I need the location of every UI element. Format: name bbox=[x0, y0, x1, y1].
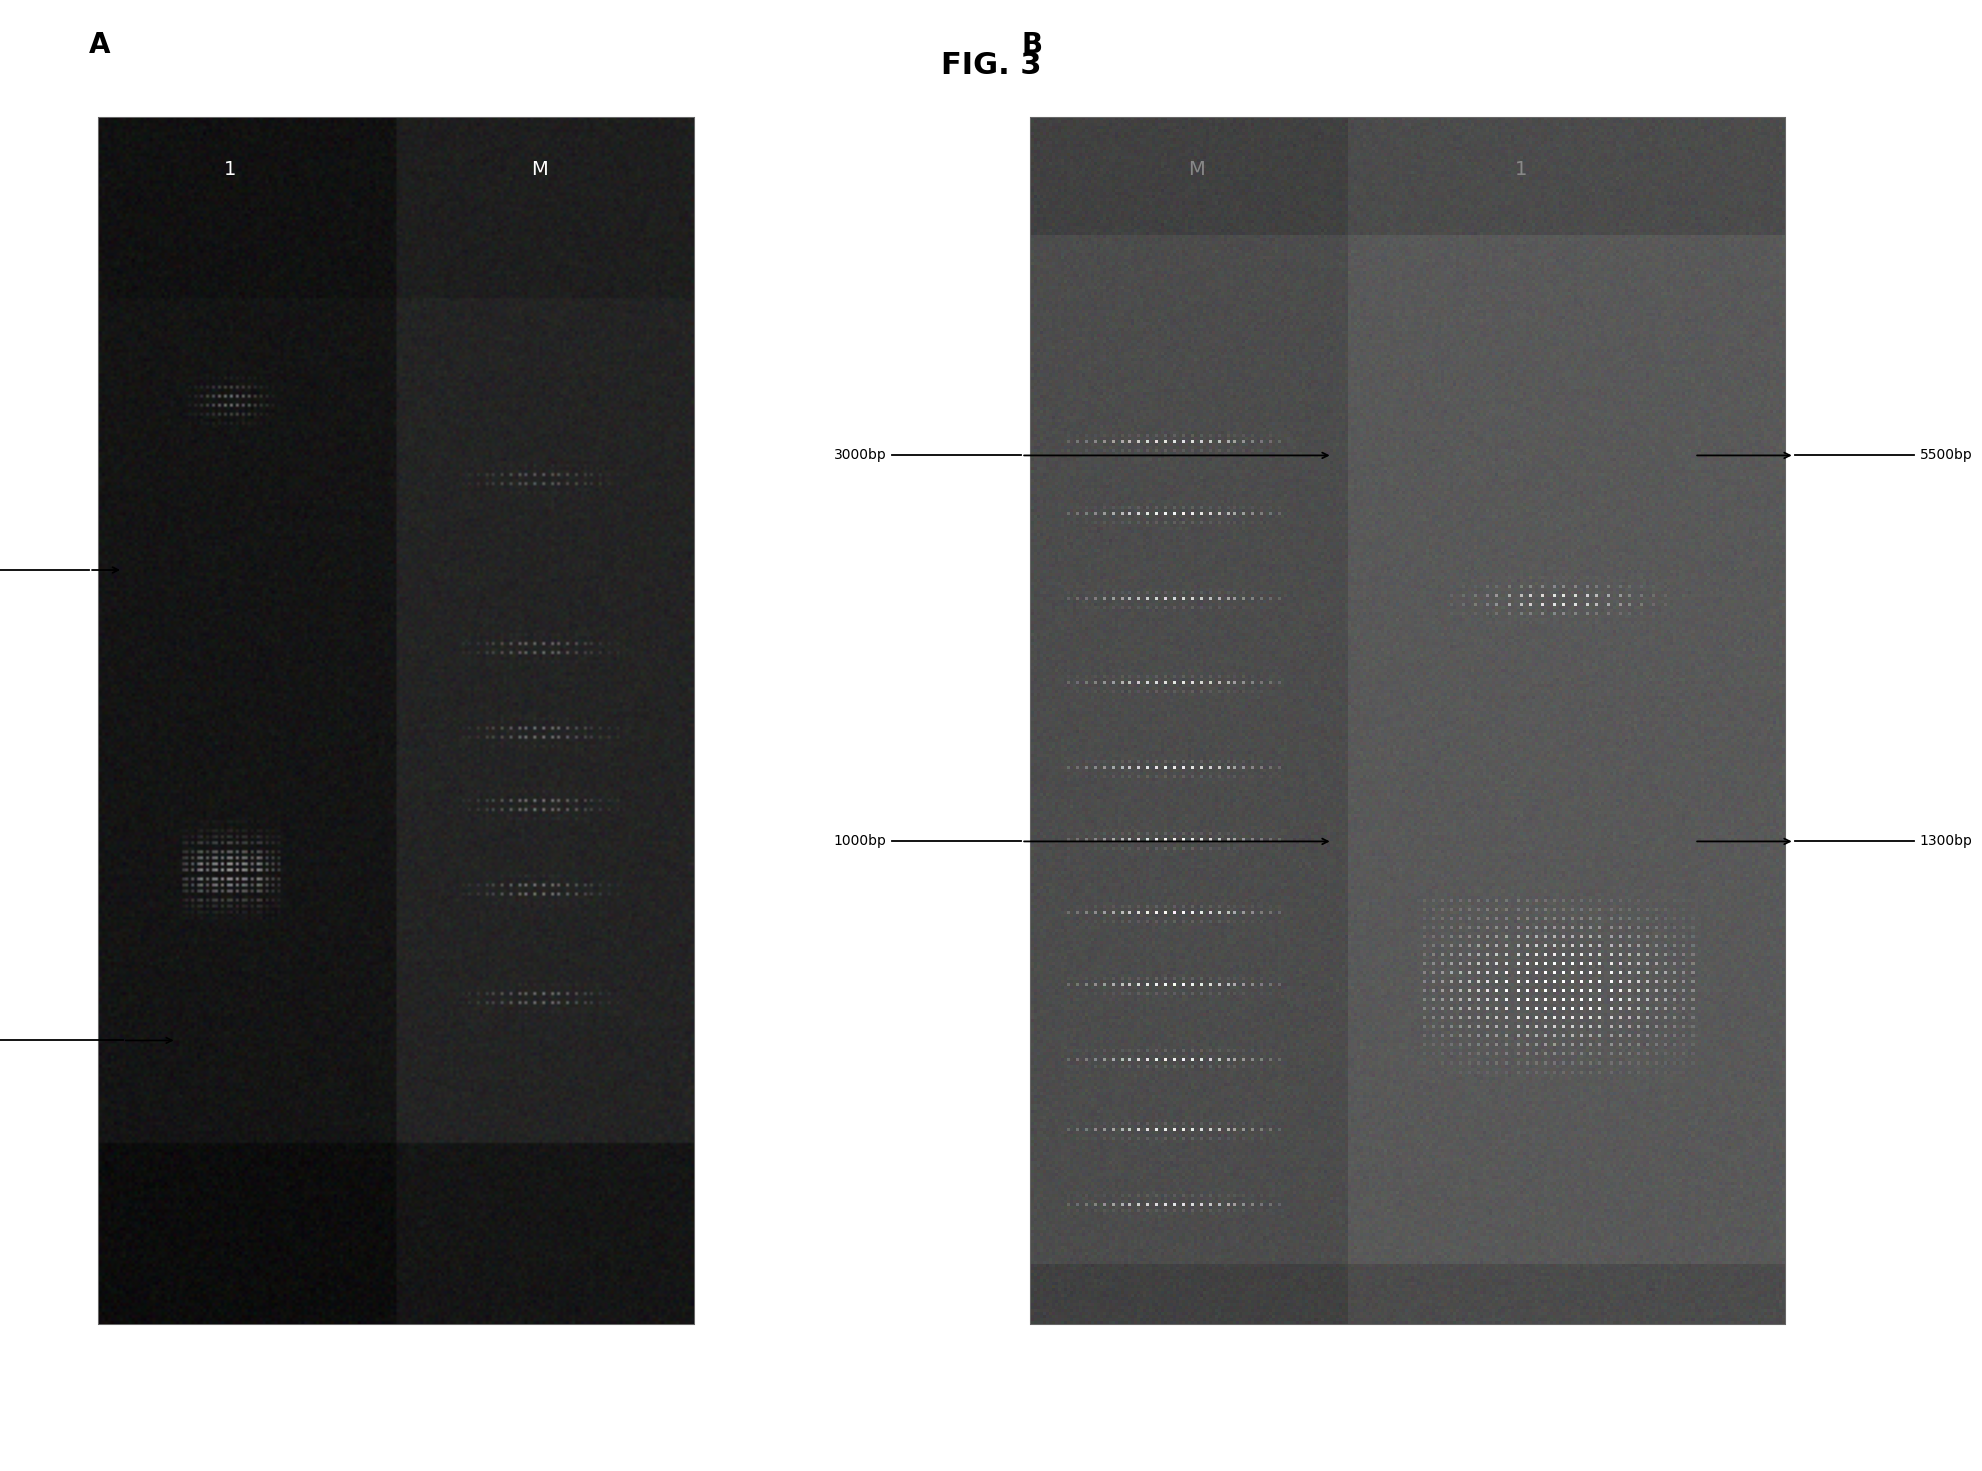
Text: 3000bp: 3000bp bbox=[832, 449, 886, 462]
Text: 1000bp: 1000bp bbox=[832, 834, 886, 849]
Text: B: B bbox=[1021, 31, 1043, 59]
Text: A: A bbox=[89, 31, 111, 59]
Text: 5500bp: 5500bp bbox=[1919, 449, 1972, 462]
Bar bbox=[99, 118, 694, 1324]
Text: 1300bp: 1300bp bbox=[1919, 834, 1972, 849]
Bar bbox=[1031, 118, 1784, 1324]
Text: FIG. 3: FIG. 3 bbox=[941, 51, 1041, 81]
